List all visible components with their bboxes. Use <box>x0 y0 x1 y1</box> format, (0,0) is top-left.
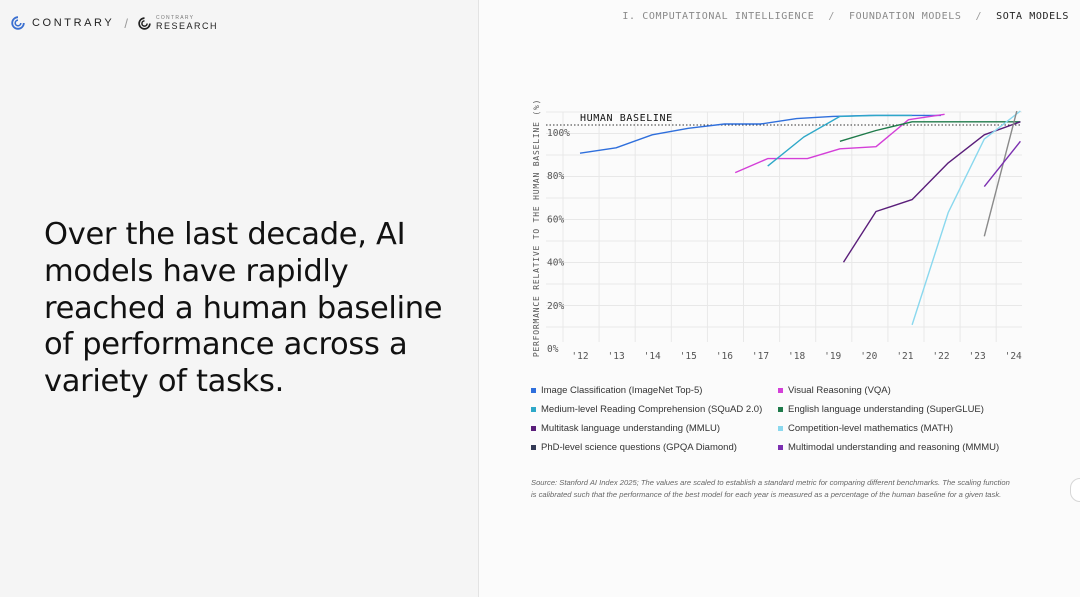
sub-brand-big: RESEARCH <box>155 20 218 31</box>
breadcrumb-separator: / <box>828 11 835 22</box>
legend-label: Image Classification (ImageNet Top-5) <box>541 385 703 396</box>
series-line-multimodal-understanding-and-reasoning-mmmu <box>983 140 1021 188</box>
x-tick-label: '22 <box>932 351 949 362</box>
legend-item: Medium-level Reading Comprehension (SQuA… <box>531 403 778 416</box>
chart-series <box>579 110 1021 326</box>
x-tick-label: '13 <box>608 351 625 362</box>
x-tick-label: '17 <box>752 351 769 362</box>
legend-swatch <box>531 426 536 431</box>
legend-label: Medium-level Reading Comprehension (SQuA… <box>541 404 763 415</box>
x-tick-label: '21 <box>896 351 913 362</box>
human-baseline: HUMAN BASELINE <box>546 113 1022 126</box>
sub-brand-small: CONTRARY <box>155 14 195 21</box>
chart-labels: 0% 20% 40% 60% 80% 100% '12 '13 '14 '15 '16 '17 '18 '… <box>532 99 1022 362</box>
legend-label: English language understanding (SuperGLU… <box>788 404 984 415</box>
text-panel <box>0 0 478 597</box>
legend-item: PhD-level science questions (GPQA Diamon… <box>531 441 778 454</box>
series-line-competition-level-mathematics-math <box>911 110 1021 326</box>
y-tick-label: 40% <box>547 258 564 269</box>
y-tick-label: 60% <box>547 214 564 225</box>
legend-label: Competition-level mathematics (MATH) <box>788 423 954 434</box>
legend-swatch <box>778 445 783 450</box>
human-baseline-label: HUMAN BASELINE <box>580 113 673 124</box>
legend-swatch <box>778 388 783 393</box>
legend-swatch <box>778 407 783 412</box>
x-tick-label: '15 <box>680 351 697 362</box>
series-line-medium-level-reading-comprehension-squad-2-0 <box>767 114 913 167</box>
series-line-english-language-understanding-superglue <box>839 121 1021 142</box>
breadcrumb-item-foundation-models[interactable]: FOUNDATION MODELS <box>848 11 962 22</box>
y-tick-label: 0% <box>547 344 559 355</box>
legend-item: Image Classification (ImageNet Top-5) <box>531 384 778 397</box>
legend-item: English language understanding (SuperGLU… <box>778 403 1038 416</box>
contrary-research-logo-icon <box>138 16 151 30</box>
breadcrumb: I. COMPUTATIONAL INTELLIGENCE / FOUNDATI… <box>622 11 1069 22</box>
legend-swatch <box>778 426 783 431</box>
y-tick-label: 100% <box>547 128 570 139</box>
x-tick-label: '24 <box>1005 351 1022 362</box>
x-tick-label: '23 <box>969 351 986 362</box>
x-tick-label: '16 <box>716 351 733 362</box>
series-line-phd-level-science-questions-gpqa-diamond <box>983 110 1018 237</box>
breadcrumb-separator: / <box>975 11 983 22</box>
legend-label: PhD-level science questions (GPQA Diamon… <box>541 442 737 453</box>
y-tick-label: 80% <box>547 171 564 182</box>
chart-grid <box>546 111 1022 342</box>
legend-item: Competition-level mathematics (MATH) <box>778 422 1038 435</box>
x-tick-label: '12 <box>571 351 588 362</box>
panel-divider <box>478 0 479 597</box>
legend-swatch <box>531 388 536 393</box>
y-tick-label: 20% <box>547 301 564 312</box>
legend-swatch <box>531 407 536 412</box>
legend-item: Multimodal understanding and reasoning (… <box>778 441 1038 454</box>
contrary-logo-icon <box>11 16 25 30</box>
legend-label: Visual Reasoning (VQA) <box>788 385 891 396</box>
scroll-handle[interactable] <box>1070 478 1080 502</box>
source-note: Source: Stanford AI Index 2025; The valu… <box>531 478 1010 499</box>
legend-label: Multitask language understanding (MMLU) <box>541 423 721 434</box>
breadcrumb-item-computational-intelligence[interactable]: I. COMPUTATIONAL INTELLIGENCE <box>622 11 815 22</box>
x-tick-label: '14 <box>644 351 661 362</box>
legend-label: Multimodal understanding and reasoning (… <box>788 442 1000 453</box>
series-line-multitask-language-understanding-mmlu <box>842 121 1021 263</box>
y-axis-title: PERFORMANCE RELATIVE TO THE HUMAN BASELI… <box>532 99 541 357</box>
chart-legend: Image Classification (ImageNet Top-5) Vis… <box>531 384 1051 454</box>
series-line-visual-reasoning-vqa <box>734 113 945 174</box>
sub-brand: CONTRARY RESEARCH <box>155 14 218 31</box>
x-tick-label: '20 <box>860 351 877 362</box>
breadcrumb-item-sota-models[interactable]: SOTA MODELS <box>996 11 1069 22</box>
x-tick-label: '19 <box>824 351 841 362</box>
x-tick-label: '18 <box>788 351 805 362</box>
legend-swatch <box>531 445 536 450</box>
brand-separator: / <box>124 15 128 31</box>
headline: Over the last decade, AI models have rap… <box>44 217 443 400</box>
brand-logos[interactable]: CONTRARY / CONTRARY RESEARCH <box>11 15 218 31</box>
legend-item: Multitask language understanding (MMLU) <box>531 422 778 435</box>
brand-name: CONTRARY <box>32 17 115 29</box>
legend-item: Visual Reasoning (VQA) <box>778 384 1038 397</box>
